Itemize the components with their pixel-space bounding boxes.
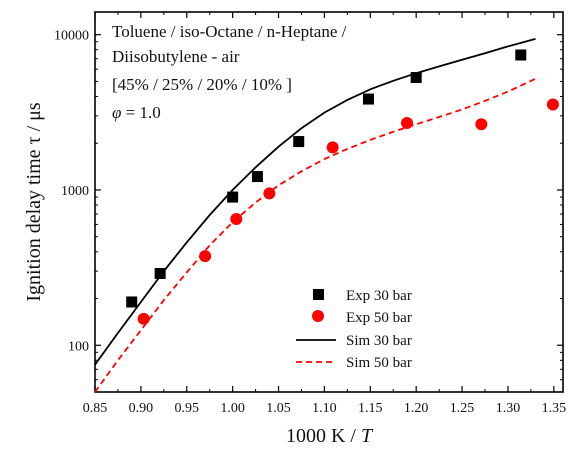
plot-frame: [94, 11, 564, 393]
x-tick-label: 1.15: [358, 401, 383, 416]
x-tick-label: 0.85: [83, 401, 108, 416]
series-3: [94, 77, 536, 393]
data-point-square: [515, 49, 527, 61]
y-axis-label: Ignition delay time τ / μs: [23, 102, 45, 302]
series-layer: [94, 38, 559, 393]
legend-label-exp-30: Exp 30 bar: [346, 288, 412, 304]
phi-value: = 1.0: [121, 103, 160, 122]
data-point-circle: [475, 118, 488, 131]
x-axis-label: 1000 K / T: [286, 425, 374, 447]
legend-marker-exp-30: [313, 289, 324, 300]
legend-marker-exp-50: [312, 310, 324, 322]
plot-area: [94, 11, 564, 393]
data-point-square: [293, 136, 305, 148]
data-point-square: [410, 72, 422, 84]
y-tick-label: 10000: [54, 29, 89, 44]
x-tick-label: 1.30: [496, 401, 521, 416]
x-tick-label: 0.90: [129, 401, 154, 416]
series-line: [94, 77, 536, 393]
data-point-circle: [137, 312, 150, 325]
annotation-line-3: [45% / 25% / 20% / 10% ]: [112, 75, 292, 94]
data-point-square: [126, 296, 138, 308]
legend-label-exp-50: Exp 50 bar: [346, 310, 412, 326]
x-tick-label: 1.35: [542, 401, 567, 416]
x-tick-label: 1.05: [266, 401, 291, 416]
annotation-phi: φ = 1.0: [112, 103, 161, 122]
x-axis-label-variable: T: [361, 425, 374, 447]
data-point-circle: [326, 141, 339, 154]
legend-label-sim-50: Sim 50 bar: [346, 355, 412, 371]
legend-label-sim-30: Sim 30 bar: [346, 333, 412, 349]
x-tick-label: 0.95: [175, 401, 200, 416]
phi-symbol: φ: [112, 103, 121, 122]
legend: Exp 30 bar Exp 50 bar Sim 30 bar Sim 50 …: [296, 288, 412, 371]
data-point-circle: [401, 116, 413, 129]
x-tick-label: 1.25: [450, 401, 475, 416]
x-axis-label-prefix: 1000 K /: [286, 425, 361, 447]
data-point-circle: [546, 98, 559, 111]
data-point-circle: [263, 187, 276, 200]
series-2: [94, 38, 536, 366]
x-tick-label: 1.20: [404, 401, 429, 416]
annotation-line-1: Toluene / iso-Octane / n-Heptane /: [112, 22, 347, 41]
data-point-square: [251, 171, 263, 183]
x-tick-label: 1.00: [220, 401, 245, 416]
annotation-line-2: Diisobutylene - air: [112, 47, 240, 66]
annotation-box: Toluene / iso-Octane / n-Heptane / Diiso…: [112, 22, 347, 122]
data-point-square: [362, 93, 374, 105]
series-0: [126, 49, 527, 308]
series-line: [94, 38, 536, 366]
y-tick-label: 1000: [61, 184, 89, 199]
y-tick-label: 100: [68, 339, 89, 354]
data-point-square: [227, 191, 239, 203]
data-point-square: [154, 267, 166, 279]
axis-ticks: 0.85 0.90 0.95 1.00 1.05 1.10 1.15 1.20 1.25 1.30…: [54, 12, 566, 416]
x-tick-label: 1.10: [312, 401, 337, 416]
